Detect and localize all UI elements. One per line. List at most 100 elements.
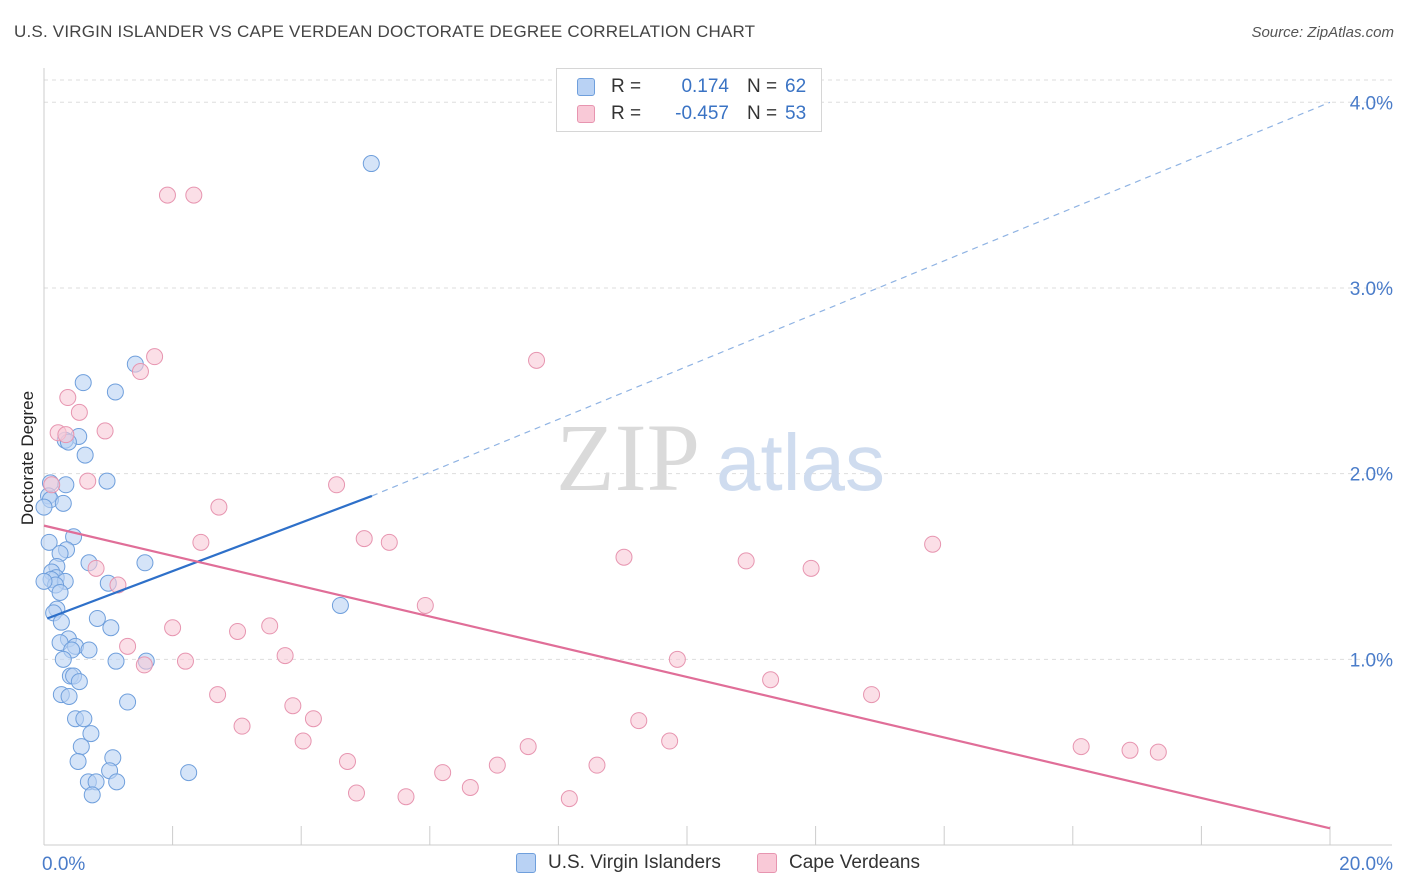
virgin-islander-point: [35, 498, 53, 516]
legend-label: Cape Verdeans: [789, 852, 920, 873]
legend-swatch-blue: [516, 853, 536, 873]
source-attribution: Source: ZipAtlas.com: [1251, 24, 1394, 41]
cape-verdean-point: [192, 533, 210, 551]
virgin-islander-point: [51, 583, 69, 601]
cape-verdean-point: [158, 186, 176, 204]
cape-verdean-point: [284, 697, 302, 715]
cape-verdean-point: [210, 498, 228, 516]
virgin-islander-point: [72, 738, 90, 756]
cape-verdean-point: [762, 671, 780, 689]
legend-item-virgin-islanders[interactable]: U.S. Virgin Islanders: [516, 852, 721, 874]
cape-verdean-point: [57, 426, 75, 444]
cape-verdean-point: [630, 712, 648, 730]
cape-verdean-point: [1121, 741, 1139, 759]
cape-verdean-point: [434, 764, 452, 782]
legend-n-value: 62: [785, 76, 807, 97]
cape-verdean-point: [737, 552, 755, 570]
correlation-legend: R = 0.174 N = 62 R = -0.457 N = 53: [556, 68, 822, 132]
cape-verdean-point: [355, 530, 373, 548]
cape-verdean-point: [588, 756, 606, 774]
cape-verdean-point: [347, 784, 365, 802]
cape-verdean-point: [164, 619, 182, 637]
cape-verdean-trendline: [43, 524, 1331, 830]
virgin-islander-point: [88, 609, 106, 627]
cape-verdean-point: [661, 732, 679, 750]
cape-verdean-point: [397, 788, 415, 806]
cape-verdean-point: [229, 622, 247, 640]
legend-r-value: 0.174: [681, 76, 729, 97]
legend-n-value: 53: [785, 103, 807, 124]
cape-verdean-point: [668, 650, 686, 668]
cape-verdean-point: [519, 738, 537, 756]
watermark-zip: ZIP: [556, 404, 700, 511]
cape-verdean-point: [146, 348, 164, 366]
y-tick-label: 1.0%: [1350, 650, 1393, 671]
cape-verdean-point: [380, 533, 398, 551]
cape-verdean-point: [528, 351, 546, 369]
virgin-islander-point: [98, 472, 116, 490]
cape-verdean-point: [59, 389, 77, 407]
virgin-islander-point: [35, 572, 53, 590]
watermark-atlas: atlas: [716, 418, 885, 507]
cape-verdean-point: [185, 186, 203, 204]
cape-verdean-point: [209, 686, 227, 704]
cape-verdean-point: [615, 548, 633, 566]
trend-layer: [43, 101, 1331, 830]
legend-label: U.S. Virgin Islanders: [548, 852, 721, 873]
cape-verdean-point: [802, 559, 820, 577]
cape-verdean-point: [261, 617, 279, 635]
cape-verdean-point: [233, 717, 251, 735]
cape-verdean-point: [304, 710, 322, 728]
virgin-islander-trendline-extension: [371, 101, 1331, 497]
y-tick-label: 3.0%: [1350, 279, 1393, 300]
x-tick-label: 0.0%: [42, 854, 85, 875]
virgin-islander-point: [52, 613, 70, 631]
cape-verdean-point: [1149, 743, 1167, 761]
legend-r-label: R =: [611, 103, 642, 124]
virgin-islander-point: [70, 673, 88, 691]
cape-verdean-point: [294, 732, 312, 750]
virgin-islander-point: [331, 596, 349, 614]
cape-verdean-point: [338, 752, 356, 770]
legend-swatch-pink: [757, 853, 777, 873]
virgin-islander-point: [136, 554, 154, 572]
virgin-islander-point: [106, 383, 124, 401]
cape-verdean-point: [109, 576, 127, 594]
cape-verdean-point: [87, 559, 105, 577]
axis-layer: 1.0% 2.0% 3.0% 4.0% 0.0% 20.0%: [42, 68, 1393, 875]
y-tick-label: 4.0%: [1350, 93, 1393, 114]
virgin-islander-point: [102, 619, 120, 637]
x-tick-label: 20.0%: [1339, 854, 1393, 875]
cape-verdean-point: [328, 476, 346, 494]
points-layer: [35, 155, 1167, 808]
legend-row-virgin-islanders: R = 0.174 N = 62: [577, 74, 806, 100]
cape-verdean-point: [43, 476, 61, 494]
cape-verdean-point: [176, 652, 194, 670]
virgin-islander-point: [180, 764, 198, 782]
cape-verdean-point: [276, 647, 294, 665]
cape-verdean-point: [70, 403, 88, 421]
legend-r-value: -0.457: [675, 103, 729, 124]
cape-verdean-point: [488, 756, 506, 774]
cape-verdean-point: [79, 472, 97, 490]
virgin-islander-point: [107, 652, 125, 670]
cape-verdean-point: [461, 778, 479, 796]
virgin-islander-point: [40, 533, 58, 551]
cape-verdean-point: [924, 535, 942, 553]
cape-verdean-point: [96, 422, 114, 440]
virgin-islander-point: [82, 725, 100, 743]
virgin-islander-point: [54, 650, 72, 668]
legend-row-cape-verdeans: R = -0.457 N = 53: [577, 101, 806, 127]
virgin-islander-point: [69, 752, 87, 770]
cape-verdean-point: [1072, 738, 1090, 756]
virgin-islander-point: [83, 786, 101, 804]
virgin-islander-point: [362, 155, 380, 173]
legend-swatch-blue: [577, 78, 595, 96]
virgin-islander-point: [74, 374, 92, 392]
series-legend: U.S. Virgin Islanders Cape Verdeans: [0, 852, 1406, 878]
cape-verdean-point: [416, 596, 434, 614]
legend-item-cape-verdeans[interactable]: Cape Verdeans: [757, 852, 920, 874]
virgin-islander-point: [80, 641, 98, 659]
y-tick-label: 2.0%: [1350, 465, 1393, 486]
